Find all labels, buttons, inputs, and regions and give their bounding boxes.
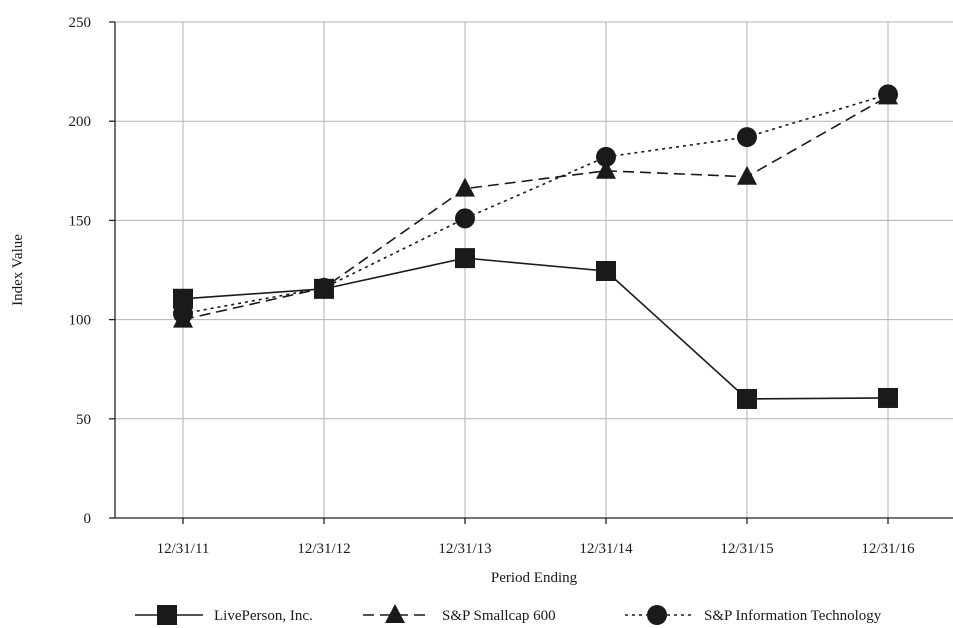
y-tick-label: 150	[69, 213, 92, 229]
y-tick-labels: 0 50 100 150 200 250	[69, 15, 115, 527]
legend-item: S&P Smallcap 600	[363, 604, 556, 624]
y-tick-label: 50	[76, 412, 91, 428]
y-tick-label: 200	[69, 114, 92, 130]
y-axis-title: Index Value	[10, 234, 26, 306]
legend: LivePerson, Inc. S&P Smallcap 600 S&P Info…	[135, 604, 882, 625]
legend-label: LivePerson, Inc.	[214, 608, 313, 624]
legend-label: S&P Information Technology	[704, 608, 882, 624]
x-tick-labels: 12/31/11 12/31/12 12/31/13 12/31/14 12/31/15…	[157, 518, 915, 557]
data-point-square	[596, 260, 616, 281]
x-tick-label: 12/31/14	[579, 541, 633, 557]
x-tick-label: 12/31/13	[438, 541, 491, 557]
data-point-square	[455, 248, 475, 269]
data-point-square	[878, 387, 898, 408]
series-group	[173, 84, 898, 409]
data-point-square	[173, 288, 193, 309]
data-point-circle	[173, 303, 193, 324]
data-point-circle	[737, 127, 757, 148]
legend-marker-circle	[647, 605, 667, 625]
x-tick-label: 12/31/11	[157, 541, 210, 557]
legend-item: S&P Information Technology	[625, 605, 882, 625]
y-tick-label: 250	[69, 15, 92, 31]
legend-label: S&P Smallcap 600	[442, 608, 556, 624]
data-point-circle	[455, 208, 475, 229]
x-tick-label: 12/31/15	[720, 541, 773, 557]
data-point-square	[737, 388, 757, 409]
series-square	[173, 248, 898, 409]
series-line	[182, 95, 889, 321]
data-point-circle	[314, 277, 334, 298]
data-point-triangle	[737, 165, 757, 185]
x-tick-label: 12/31/16	[861, 541, 915, 557]
data-point-triangle	[596, 159, 616, 179]
series-line	[182, 257, 889, 400]
grid	[115, 21, 953, 518]
x-tick-label: 12/31/12	[297, 541, 350, 557]
data-point-circle	[596, 146, 616, 167]
legend-item: LivePerson, Inc.	[135, 605, 313, 625]
legend-marker-triangle	[385, 604, 405, 623]
y-tick-label: 100	[69, 313, 92, 329]
axes	[114, 22, 953, 519]
series-circle	[173, 84, 898, 324]
legend-marker-square	[157, 605, 177, 625]
series-line	[182, 93, 889, 315]
data-point-circle	[878, 84, 898, 105]
x-axis-title: Period Ending	[491, 570, 578, 586]
data-point-triangle	[455, 177, 475, 197]
y-tick-label: 0	[84, 511, 92, 527]
